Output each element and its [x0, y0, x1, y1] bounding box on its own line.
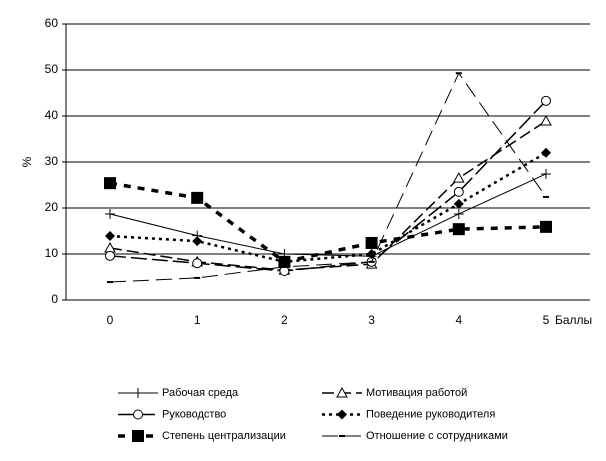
legend-marker	[133, 388, 143, 398]
marker	[278, 255, 291, 268]
marker	[452, 172, 465, 183]
x-tick-label: 2	[281, 313, 288, 327]
legend-marker	[133, 409, 143, 420]
y-tick-label: 20	[45, 200, 59, 214]
marker	[365, 236, 378, 249]
marker	[192, 236, 203, 247]
series-line	[109, 72, 547, 283]
legend-label: Поведение руководителя	[366, 408, 495, 420]
series-line	[109, 173, 547, 257]
marker	[541, 95, 551, 106]
x-tick-label: 0	[107, 313, 114, 327]
marker	[541, 168, 551, 179]
series-line	[109, 100, 547, 272]
x-tick-label: 3	[368, 313, 375, 327]
legend-marker	[336, 386, 348, 398]
marker	[105, 208, 115, 219]
x-tick-label: 4	[455, 313, 462, 327]
y-tick-label: 0	[51, 292, 58, 306]
x-tick-label: 1	[194, 313, 201, 327]
series-line	[109, 120, 547, 271]
y-axis-label: %	[20, 156, 34, 167]
marker	[192, 258, 203, 269]
marker	[453, 198, 464, 209]
marker	[453, 208, 464, 219]
y-tick-label: 50	[45, 62, 59, 76]
y-tick-label: 60	[45, 16, 59, 30]
legend-label: Отношение с сотрудниками	[366, 430, 508, 442]
y-tick-label: 30	[45, 154, 59, 168]
marker	[105, 250, 115, 261]
legend-label: Руководство	[162, 408, 226, 420]
series-line	[109, 181, 547, 264]
series-line	[109, 151, 547, 264]
legend-label: Степень централизации	[162, 430, 286, 442]
x-tick-label: 5	[543, 313, 550, 327]
marker	[453, 186, 464, 197]
marker	[452, 223, 465, 236]
legend-label: Мотивация работой	[366, 387, 467, 399]
marker	[540, 115, 552, 126]
y-tick-label: 40	[45, 108, 59, 122]
marker	[540, 220, 552, 233]
marker	[191, 191, 204, 204]
marker	[105, 231, 115, 242]
marker	[541, 147, 551, 158]
marker	[104, 177, 116, 190]
legend-marker	[337, 409, 347, 420]
x-axis-label: Баллы	[555, 313, 592, 327]
legend-marker	[132, 430, 144, 442]
legend-label: Рабочая среда	[162, 387, 239, 399]
y-tick-label: 10	[45, 246, 59, 260]
